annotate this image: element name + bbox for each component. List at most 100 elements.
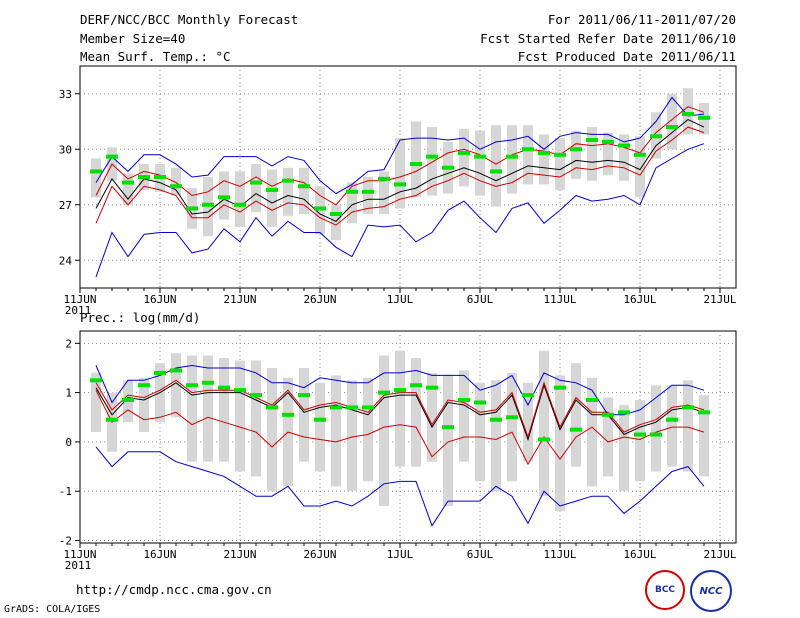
mean-marker [298, 393, 310, 398]
mean-marker [106, 417, 118, 422]
spread-box [91, 372, 101, 433]
mean-marker [282, 412, 294, 417]
spread-box [123, 173, 133, 205]
plot-frame [79, 330, 737, 544]
grads-credit: GrADS: COLA/IGES [4, 604, 101, 615]
mean-marker [554, 385, 566, 390]
mean-marker [554, 152, 566, 157]
spread-box [539, 350, 549, 497]
mean-marker [170, 184, 182, 189]
mean-marker [394, 182, 406, 187]
mean-marker [682, 112, 694, 117]
mean-marker [234, 388, 246, 393]
series-line-upper [95, 106, 705, 206]
mean-marker [666, 417, 678, 422]
spread-box [363, 177, 373, 214]
mean-marker [522, 393, 534, 398]
mean-marker [138, 175, 150, 179]
mean-marker [330, 405, 342, 410]
mean-marker [378, 390, 390, 395]
spread-box [667, 385, 677, 467]
spread-box [587, 127, 597, 181]
y-tick-label: 2 [65, 337, 72, 350]
mean-marker [346, 189, 358, 194]
mean-marker [154, 175, 166, 179]
x-tick-label: 1JUL [387, 548, 414, 561]
forecast-period: For 2011/06/11-2011/07/20 [547, 12, 736, 27]
spread-box [667, 93, 677, 150]
spread-box [699, 395, 709, 477]
bcc-logo: BCC [645, 570, 685, 610]
spread-box [427, 372, 437, 462]
spread-box [379, 171, 389, 214]
spread-box [299, 367, 309, 462]
spread-box [555, 375, 565, 511]
spread-box [539, 134, 549, 185]
x-tick-label: 16JUL [623, 548, 656, 561]
fcst-started: Fcst Started Refer Date 2011/06/10 [480, 31, 736, 46]
mean-marker [250, 180, 262, 185]
variable-label: Mean Surf. Temp.: °C [80, 49, 231, 64]
x-tick-label: 11JUL [543, 548, 576, 561]
y-tick-label: -1 [59, 485, 72, 498]
spread-box [331, 204, 341, 240]
x-tick-year: 2011 [65, 304, 92, 317]
mean-marker [602, 139, 614, 144]
spread-box [283, 167, 293, 216]
mean-marker [394, 388, 406, 393]
mean-marker [186, 383, 198, 388]
series-line-max [95, 143, 705, 278]
spread-box [459, 370, 469, 462]
x-tick-label: 26JUN [303, 293, 336, 306]
y-tick-label: 24 [59, 254, 73, 267]
mean-marker [666, 125, 678, 130]
x-tick-label: 21JUL [703, 293, 736, 306]
spread-box [347, 182, 357, 224]
mean-marker [618, 143, 630, 148]
spread-box [619, 404, 629, 492]
mean-marker [170, 368, 182, 373]
y-tick-label: -2 [59, 535, 72, 548]
y-tick-label: 30 [59, 143, 72, 156]
spread-box [315, 382, 325, 472]
spread-box [299, 167, 309, 214]
spread-box [395, 350, 405, 467]
x-tick-year: 2011 [65, 559, 92, 572]
mean-marker [586, 398, 598, 403]
mean-marker [490, 169, 502, 174]
x-tick-label: 6JUL [467, 293, 494, 306]
series-line-median [95, 119, 705, 223]
spread-box [171, 167, 181, 196]
mean-marker [234, 202, 246, 207]
mean-marker [90, 169, 102, 174]
mean-marker [426, 154, 438, 159]
spread-box [139, 377, 149, 433]
mean-marker [218, 195, 230, 200]
mean-marker [154, 370, 166, 375]
mean-marker [186, 206, 198, 211]
x-tick-label: 26JUN [303, 548, 336, 561]
x-tick-label: 1JUL [387, 293, 414, 306]
spread-box [427, 127, 437, 196]
mean-marker [362, 189, 374, 194]
mean-marker [506, 415, 518, 420]
spread-box [203, 355, 213, 462]
spread-box [475, 382, 485, 482]
spread-box [475, 130, 485, 196]
mean-marker [698, 410, 710, 415]
x-tick-label: 16JUL [623, 293, 656, 306]
spread-box [267, 169, 277, 227]
mean-marker [378, 176, 390, 181]
mean-marker [90, 378, 102, 383]
mean-marker [522, 147, 534, 152]
mean-marker [634, 152, 646, 157]
mean-marker [570, 147, 582, 152]
mean-marker [570, 427, 582, 432]
y-tick-label: 33 [59, 88, 72, 101]
spread-box [379, 355, 389, 507]
spread-box [603, 132, 613, 176]
mean-marker [586, 138, 598, 142]
footer-url[interactable]: http://cmdp.ncc.cma.gov.cn [76, 582, 272, 597]
x-tick-label: 11JUN [63, 548, 96, 561]
